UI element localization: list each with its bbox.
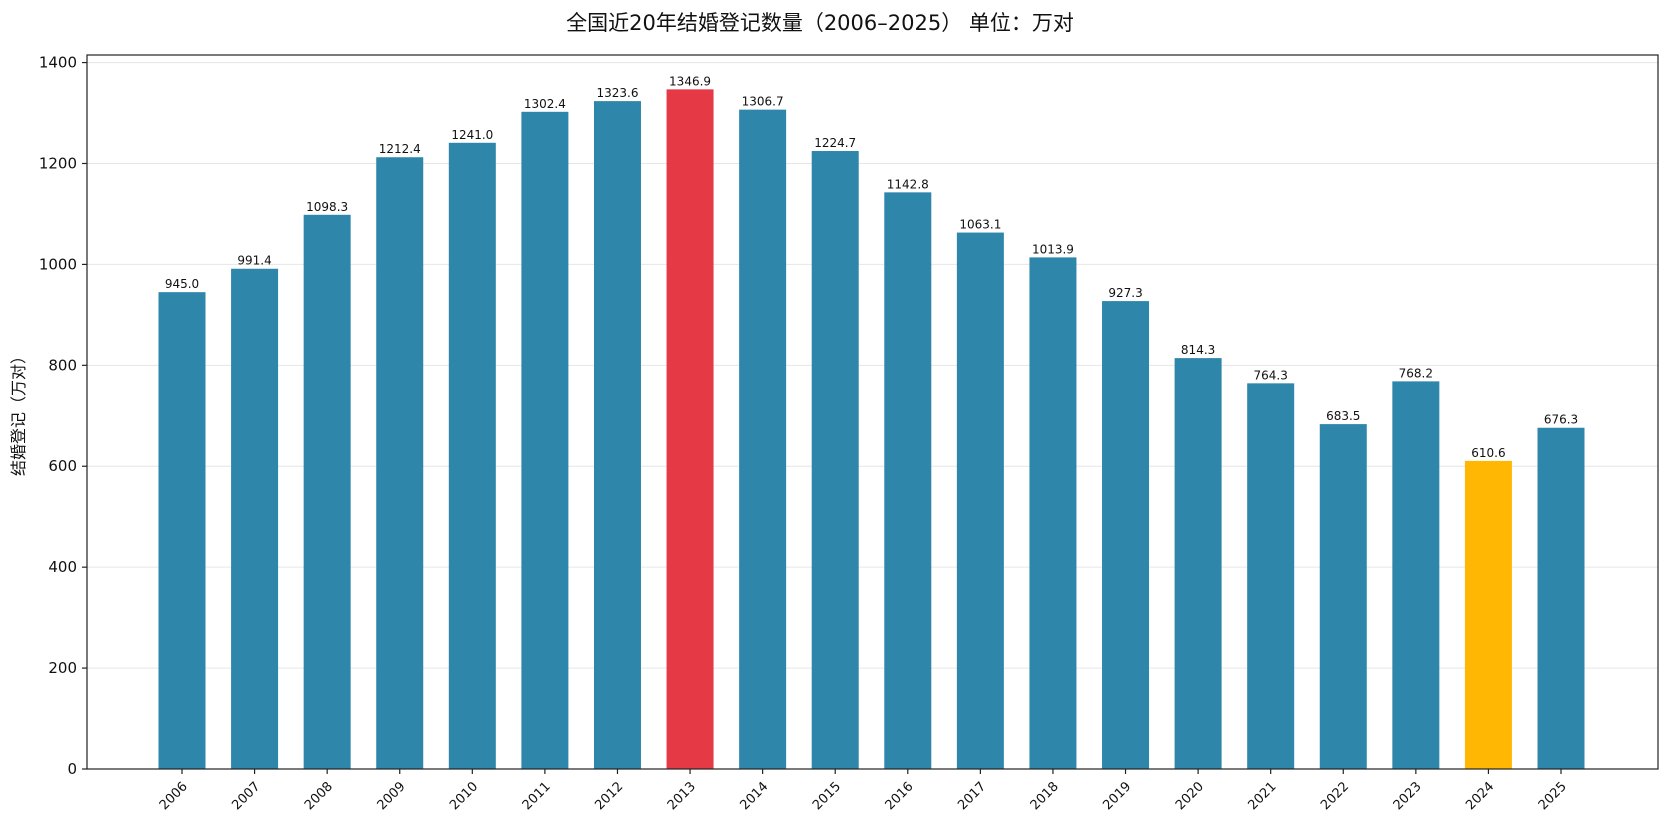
bar-2017 bbox=[956, 232, 1004, 769]
y-tick-label: 1200 bbox=[39, 154, 77, 172]
data-label-2009: 1212.4 bbox=[379, 142, 421, 156]
x-tick-label-2010: 2010 bbox=[447, 779, 481, 813]
data-label-2024: 610.6 bbox=[1471, 446, 1505, 460]
data-label-2017: 1063.1 bbox=[959, 218, 1001, 232]
data-label-2012: 1323.6 bbox=[596, 86, 638, 100]
data-label-2010: 1241.0 bbox=[451, 128, 493, 142]
bar-2006 bbox=[158, 292, 206, 769]
y-tick-label: 0 bbox=[67, 760, 77, 778]
chart-title: 全国近20年结婚登记数量（2006–2025） 单位：万对 bbox=[566, 11, 1074, 35]
data-label-2011: 1302.4 bbox=[524, 97, 566, 111]
x-tick-label-2023: 2023 bbox=[1391, 779, 1425, 813]
plot-frame bbox=[86, 54, 1659, 770]
data-label-2016: 1142.8 bbox=[887, 177, 929, 191]
data-label-2020: 814.3 bbox=[1181, 343, 1215, 357]
data-label-2022: 683.5 bbox=[1326, 409, 1360, 423]
x-axis: 2006 2007 2008 2009 2010 2011 2012 2013 2014 2015… bbox=[157, 769, 1570, 813]
data-label-2025: 676.3 bbox=[1544, 413, 1578, 427]
data-label-2023: 768.2 bbox=[1399, 366, 1433, 380]
y-tick-label: 600 bbox=[48, 457, 77, 475]
data-labels: 945.0 991.4 1098.3 1212.4 1241.0 1302.4 1323.6… bbox=[165, 74, 1578, 460]
data-label-2021: 764.3 bbox=[1254, 368, 1288, 382]
bar-2023 bbox=[1392, 381, 1440, 769]
data-label-2015: 1224.7 bbox=[814, 136, 856, 150]
y-tick-label: 800 bbox=[48, 356, 77, 374]
x-tick-label-2022: 2022 bbox=[1318, 779, 1352, 813]
x-tick-label-2007: 2007 bbox=[229, 779, 263, 813]
data-label-2007: 991.4 bbox=[237, 254, 271, 268]
bar-2010 bbox=[448, 142, 496, 769]
x-tick-label-2017: 2017 bbox=[955, 779, 989, 813]
bar-2019 bbox=[1102, 301, 1150, 769]
bar-2020 bbox=[1174, 358, 1222, 769]
bars bbox=[158, 89, 1585, 770]
x-tick-label-2020: 2020 bbox=[1173, 779, 1207, 813]
bar-2018 bbox=[1029, 257, 1077, 769]
data-label-2006: 945.0 bbox=[165, 277, 199, 291]
x-tick-label-2011: 2011 bbox=[520, 779, 554, 813]
bar-2016 bbox=[884, 192, 932, 769]
data-label-2019: 927.3 bbox=[1108, 286, 1142, 300]
x-tick-label-2012: 2012 bbox=[592, 779, 626, 813]
x-tick-label-2009: 2009 bbox=[375, 779, 409, 813]
x-tick-label-2006: 2006 bbox=[157, 779, 191, 813]
bar-2013 bbox=[666, 89, 714, 770]
bar-2022 bbox=[1319, 424, 1367, 769]
x-tick-label-2016: 2016 bbox=[883, 779, 917, 813]
bar-2014 bbox=[739, 109, 787, 770]
bar-2025 bbox=[1537, 427, 1585, 769]
y-tick-label: 1000 bbox=[39, 255, 77, 273]
data-label-2008: 1098.3 bbox=[306, 200, 348, 214]
bar-2021 bbox=[1247, 383, 1295, 769]
y-axis-label: 结婚登记（万对） bbox=[9, 348, 28, 476]
bar-2012 bbox=[593, 101, 641, 769]
y-tick-label: 1400 bbox=[39, 54, 77, 72]
x-tick-label-2008: 2008 bbox=[302, 779, 336, 813]
x-tick-label-2025: 2025 bbox=[1536, 779, 1570, 813]
x-tick-label-2013: 2013 bbox=[665, 779, 699, 813]
bar-2008 bbox=[303, 214, 351, 769]
data-label-2018: 1013.9 bbox=[1032, 242, 1074, 256]
y-tick-label: 400 bbox=[48, 558, 77, 576]
data-label-2013: 1346.9 bbox=[669, 74, 711, 88]
y-axis: 0 200 400 600 800 1000 1200 1400 bbox=[39, 54, 87, 778]
x-tick-label-2018: 2018 bbox=[1028, 779, 1062, 813]
data-label-2014: 1306.7 bbox=[742, 95, 784, 109]
bar-2009 bbox=[376, 157, 424, 770]
y-tick-label: 200 bbox=[48, 659, 77, 677]
bar-2007 bbox=[231, 268, 279, 769]
bar-2011 bbox=[521, 111, 569, 769]
x-tick-label-2014: 2014 bbox=[737, 779, 771, 813]
x-tick-label-2015: 2015 bbox=[810, 779, 844, 813]
x-tick-label-2019: 2019 bbox=[1100, 779, 1134, 813]
x-tick-label-2021: 2021 bbox=[1246, 779, 1280, 813]
bar-2024 bbox=[1464, 460, 1512, 769]
bar-2015 bbox=[811, 151, 859, 769]
x-tick-label-2024: 2024 bbox=[1463, 779, 1497, 813]
